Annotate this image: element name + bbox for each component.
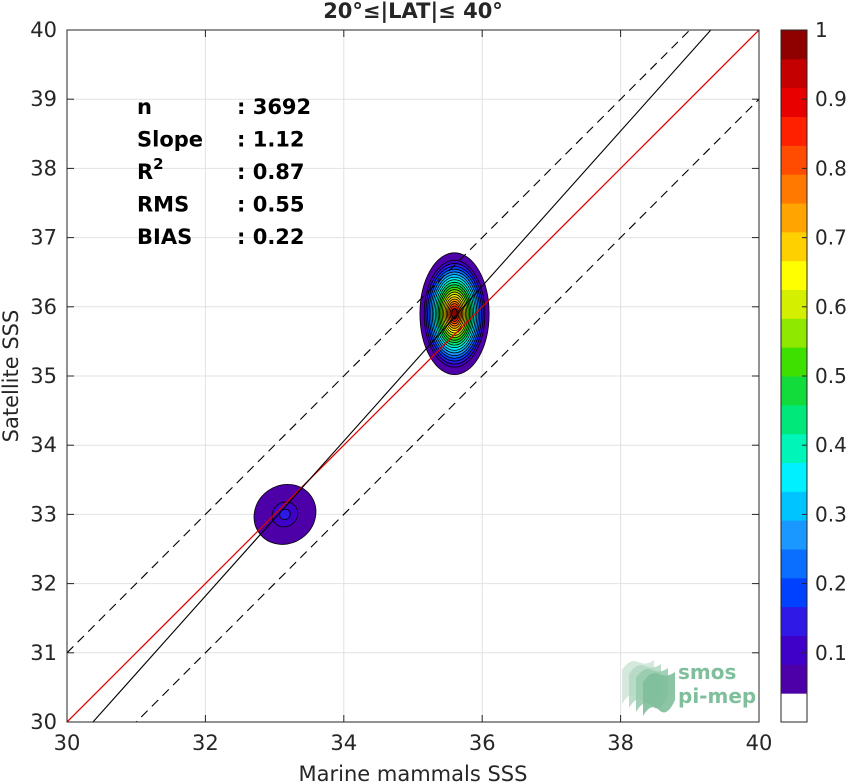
stat-value-0: : 3692 bbox=[237, 95, 311, 119]
colorbar-swatch-13 bbox=[781, 318, 807, 348]
x-axis-label: Marine mammals SSS bbox=[299, 762, 528, 784]
colorbar-swatch-3 bbox=[781, 606, 807, 636]
one-to-one-line bbox=[67, 30, 759, 722]
colorbar-swatch-2 bbox=[781, 635, 807, 665]
colorbar-swatch-20 bbox=[781, 116, 807, 146]
colorbar-swatch-6 bbox=[781, 520, 807, 550]
stat-value-2: : 0.87 bbox=[237, 160, 305, 184]
colorbar-swatch-1 bbox=[781, 664, 807, 694]
y-tick-label-5: 35 bbox=[30, 364, 57, 388]
upper-bound-line bbox=[67, 30, 691, 654]
axis-ticks: 30 32 34 36 38 40 30 31 32 33 34 35 36 37 38 39 40 bbox=[30, 18, 772, 755]
x-tick-label-0: 30 bbox=[54, 731, 81, 755]
x-tick-label-3: 36 bbox=[469, 731, 496, 755]
colorbar-tick-label-2: 0.3 bbox=[815, 502, 847, 526]
colorbar-swatch-7 bbox=[781, 491, 807, 521]
colorbar-swatch-17 bbox=[781, 203, 807, 233]
colorbar-tick-label-3: 0.4 bbox=[815, 433, 847, 457]
lower-bound-line bbox=[135, 98, 759, 722]
y-tick-label-6: 36 bbox=[30, 295, 57, 319]
colorbar-swatch-12 bbox=[781, 347, 807, 377]
colorbar-swatch-0 bbox=[781, 693, 807, 723]
colorbar-swatch-8 bbox=[781, 462, 807, 492]
density-cluster-1 bbox=[253, 483, 317, 545]
chart-title: 20°≤|LAT|≤ 40° bbox=[323, 0, 503, 24]
colorbar-swatch-15 bbox=[781, 260, 807, 290]
colorbar-swatch-19 bbox=[781, 145, 807, 175]
stat-label-sup-2: 2 bbox=[153, 155, 163, 173]
colorbar-swatch-10 bbox=[781, 404, 807, 435]
x-tick-label-4: 38 bbox=[607, 731, 634, 755]
colorbar-swatch-16 bbox=[781, 231, 807, 262]
colorbar-tick-label-1: 0.2 bbox=[815, 572, 847, 596]
y-tick-label-2: 32 bbox=[30, 572, 57, 596]
colorbar-tick-label-8: 0.9 bbox=[815, 87, 847, 111]
colorbar-tick-label-0: 0.1 bbox=[815, 641, 847, 665]
stat-label-3: RMS bbox=[137, 193, 189, 217]
colorbar-swatch-9 bbox=[781, 433, 807, 463]
stat-value-4: : 0.22 bbox=[237, 225, 305, 249]
colorbar-tick-label-9: 1 bbox=[815, 18, 828, 42]
colorbar-tick-label-7: 0.8 bbox=[815, 156, 847, 180]
stat-label-1: Slope bbox=[137, 128, 203, 152]
grid-lines bbox=[66, 29, 760, 723]
y-tick-label-3: 33 bbox=[30, 502, 57, 526]
y-tick-label-8: 38 bbox=[30, 156, 57, 180]
stat-value-1: : 1.12 bbox=[237, 128, 305, 152]
logo-waves-icon bbox=[622, 660, 675, 716]
x-tick-label-5: 40 bbox=[746, 731, 773, 755]
colorbar-tick-label-6: 0.7 bbox=[815, 226, 847, 250]
colorbar: 0.1 0.2 0.3 0.4 0.5 0.6 0.7 0.8 0.9 1 bbox=[780, 18, 847, 723]
regression-line bbox=[92, 30, 712, 722]
colorbar-swatch-4 bbox=[781, 577, 807, 608]
colorbar-swatch-5 bbox=[781, 549, 807, 579]
colorbar-swatch-23 bbox=[781, 30, 807, 60]
stat-value-3: : 0.55 bbox=[237, 193, 305, 217]
colorbar-swatch-14 bbox=[781, 289, 807, 319]
colorbar-tick-label-4: 0.5 bbox=[815, 364, 847, 388]
y-tick-label-1: 31 bbox=[30, 641, 57, 665]
y-tick-label-10: 40 bbox=[30, 18, 57, 42]
colorbar-swatch-11 bbox=[781, 376, 807, 406]
y-tick-label-0: 30 bbox=[30, 710, 57, 734]
x-tick-label-1: 32 bbox=[192, 731, 219, 755]
y-tick-label-7: 37 bbox=[30, 226, 57, 250]
stat-label-4: BIAS bbox=[137, 225, 192, 249]
stat-label-0: n bbox=[137, 95, 152, 119]
fit-lines bbox=[67, 30, 759, 722]
y-axis-label: Satellite SSS bbox=[0, 310, 23, 443]
x-tick-label-2: 34 bbox=[330, 731, 357, 755]
logo-text-pi-mep: pi-mep bbox=[678, 684, 756, 708]
y-tick-label-9: 39 bbox=[30, 87, 57, 111]
density-cluster-0 bbox=[419, 252, 490, 376]
colorbar-swatch-21 bbox=[781, 87, 807, 117]
logo-text-smos: smos bbox=[678, 660, 736, 684]
colorbar-tick-label-5: 0.6 bbox=[815, 295, 847, 319]
colorbar-swatch-18 bbox=[781, 174, 807, 204]
y-tick-label-4: 34 bbox=[30, 433, 57, 457]
colorbar-swatch-22 bbox=[781, 58, 807, 89]
